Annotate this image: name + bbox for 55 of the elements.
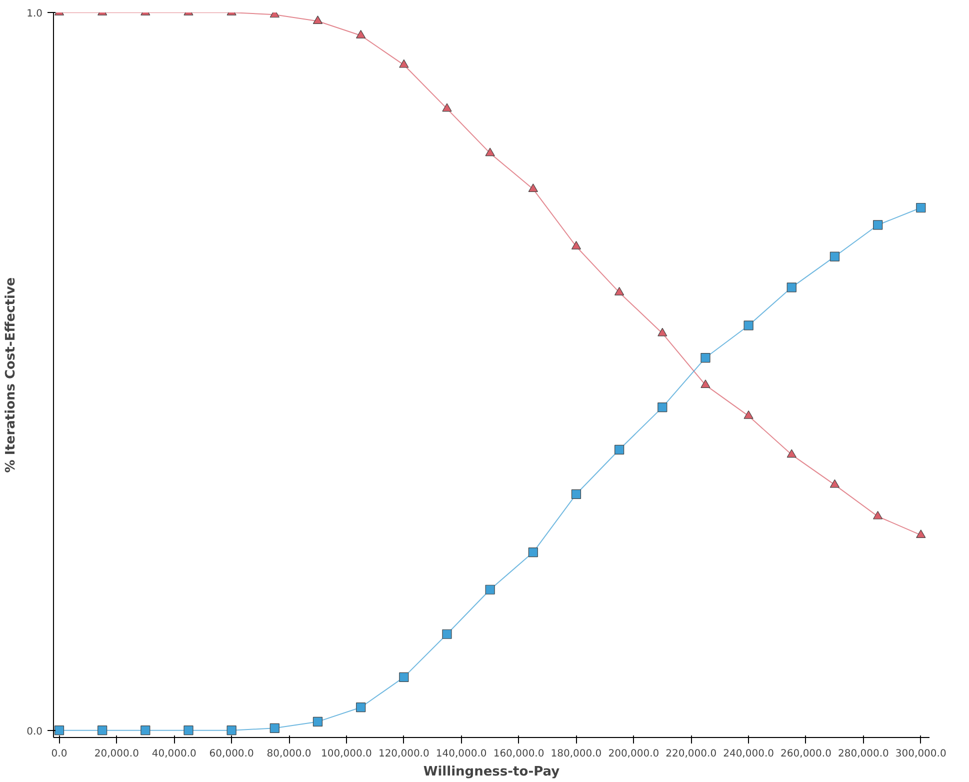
point — [356, 30, 366, 38]
point — [786, 282, 796, 292]
point — [399, 672, 409, 682]
point — [184, 726, 194, 736]
point — [140, 726, 150, 736]
point — [54, 726, 64, 736]
point — [528, 548, 538, 558]
x-tick-label: 220,000.0 — [666, 748, 717, 760]
x-tick-label: 20,000.0 — [94, 748, 139, 760]
x-tick-label: 80,000.0 — [266, 748, 312, 760]
point — [916, 202, 926, 213]
point — [399, 59, 409, 68]
x-tick-label: 160,000.0 — [493, 748, 544, 760]
point — [485, 584, 495, 594]
point — [270, 723, 280, 733]
point — [744, 320, 754, 330]
y-axis-title: % Iterations Cost-Effective — [4, 277, 19, 473]
point — [658, 328, 668, 336]
x-tick-label: 60,000.0 — [209, 748, 254, 760]
y-tick-label: 1.0 — [26, 8, 43, 20]
x-tick-label: 120,000.0 — [378, 748, 430, 760]
point — [98, 726, 108, 736]
point — [916, 530, 926, 538]
point — [786, 449, 796, 458]
point — [571, 489, 582, 499]
x-tick-label: 40,000.0 — [152, 748, 196, 760]
point — [830, 479, 840, 488]
point — [744, 410, 754, 419]
point — [700, 380, 710, 388]
point — [873, 510, 883, 520]
x-tick-label: 240,000.0 — [723, 748, 774, 760]
x-axis-title: Willingness-to-Pay — [423, 764, 560, 780]
point — [830, 252, 840, 262]
x-tick-label: 140,000.0 — [436, 748, 487, 760]
x-tick-label: 0.0 — [51, 748, 68, 760]
point — [571, 241, 582, 250]
point — [614, 444, 624, 454]
x-tick-label: 180,000.0 — [550, 748, 602, 760]
point — [614, 286, 624, 296]
point — [356, 702, 366, 712]
point — [312, 716, 323, 727]
x-tick-label: 280,000.0 — [838, 748, 889, 760]
point — [873, 220, 883, 230]
point — [700, 352, 710, 363]
x-tick-label: 260,000.0 — [780, 748, 832, 760]
point — [442, 103, 452, 112]
point — [312, 16, 323, 24]
x-tick-label: 100,000.0 — [321, 748, 372, 760]
point — [528, 184, 538, 192]
x-tick-label: 300,000.0 — [895, 748, 946, 760]
point — [658, 402, 668, 412]
point — [485, 148, 495, 156]
point — [442, 629, 452, 639]
point — [226, 726, 236, 736]
x-tick-label: 200,000.0 — [608, 748, 660, 760]
